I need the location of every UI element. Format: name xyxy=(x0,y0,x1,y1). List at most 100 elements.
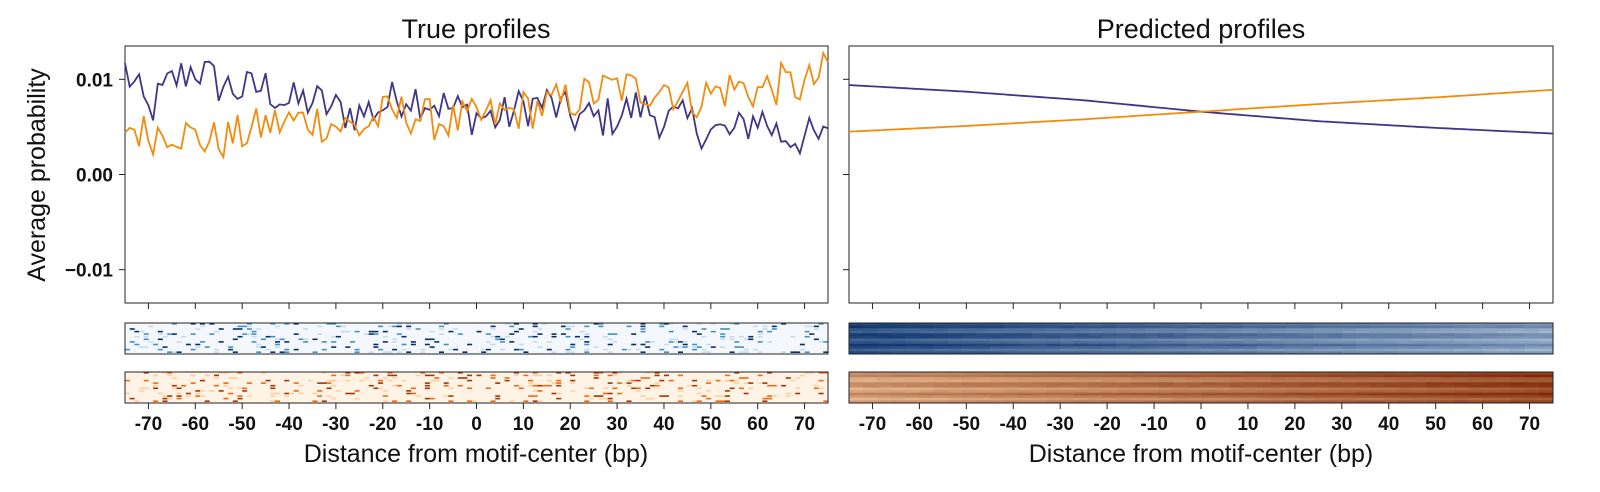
heatmap-cell xyxy=(1060,395,1075,399)
heatmap-cell xyxy=(919,346,934,350)
heatmap-cell xyxy=(603,392,608,395)
heatmap-cell xyxy=(448,400,454,402)
heatmap-cell xyxy=(678,390,683,392)
heatmap-cell xyxy=(1313,379,1329,383)
heatmap-cell xyxy=(975,338,991,342)
heatmap-cell xyxy=(891,392,906,396)
heatmap-cell xyxy=(410,387,416,390)
heatmap-cell xyxy=(933,338,948,342)
heatmap-cell xyxy=(1116,351,1131,355)
heatmap-cell xyxy=(1454,325,1469,329)
heatmap-cell xyxy=(1243,395,1258,399)
heatmap-cell xyxy=(790,379,796,382)
heatmap-cell xyxy=(1158,382,1174,386)
heatmap-cell xyxy=(818,387,824,390)
heatmap-cell xyxy=(167,374,173,377)
heatmap-cell xyxy=(1158,392,1174,396)
heatmap-cell xyxy=(1327,343,1343,347)
heatmap-cell xyxy=(863,390,878,393)
heatmap-cell xyxy=(1313,384,1329,388)
heatmap-cell xyxy=(556,382,562,384)
heatmap-cell xyxy=(877,330,892,334)
heatmap-cell xyxy=(439,351,444,353)
heatmap-cell xyxy=(584,400,590,402)
heatmap-cell xyxy=(849,397,864,401)
heatmap-cell xyxy=(200,379,205,382)
heatmap-cell xyxy=(1130,372,1146,375)
heatmap-cell xyxy=(1158,387,1174,391)
heatmap-cell xyxy=(1032,387,1047,391)
heatmap-cell xyxy=(1271,387,1286,391)
heatmap-cell xyxy=(462,351,468,353)
heatmap-cell xyxy=(209,333,215,335)
heatmap-cell xyxy=(905,328,920,332)
heatmap-cell xyxy=(823,372,829,374)
heatmap-cell xyxy=(933,397,948,401)
heatmap-cell xyxy=(495,395,501,397)
heatmap-cell xyxy=(1454,390,1469,393)
heatmap-cell xyxy=(232,328,238,330)
heatmap-cell xyxy=(1440,377,1455,381)
heatmap-cell xyxy=(863,323,878,326)
heatmap-cell xyxy=(720,346,726,348)
heatmap-cell xyxy=(537,328,543,330)
heatmap-cell xyxy=(1243,335,1258,339)
heatmap-cell xyxy=(499,348,505,351)
heatmap-cell xyxy=(905,390,920,393)
heatmap-cell xyxy=(989,330,1005,334)
heatmap-cell xyxy=(1032,348,1047,352)
heatmap-cell xyxy=(933,348,948,352)
heatmap-cell xyxy=(1355,346,1371,350)
heatmap-cell xyxy=(863,382,878,386)
heatmap-cell xyxy=(1482,397,1498,401)
heatmap-cell xyxy=(645,397,651,400)
heatmap-cell xyxy=(1355,374,1371,378)
heatmap-cell xyxy=(284,341,290,343)
heatmap-cell xyxy=(1398,379,1413,383)
heatmap-cell xyxy=(1355,390,1371,393)
heatmap-cell xyxy=(649,341,655,343)
heatmap-cell xyxy=(331,384,337,387)
heatmap-cell xyxy=(706,343,712,346)
heatmap-cell xyxy=(1510,400,1526,404)
heatmap-cell xyxy=(1088,348,1103,352)
heatmap-cell xyxy=(387,325,393,328)
heatmap-cell xyxy=(961,333,977,337)
heatmap-cell xyxy=(1299,333,1315,337)
heatmap-cell xyxy=(1370,348,1385,352)
heatmap-cell xyxy=(453,328,459,330)
heatmap-cell xyxy=(514,374,519,377)
heatmap-cell xyxy=(1144,400,1160,404)
heatmap-cell xyxy=(1341,343,1357,347)
heatmap-cell xyxy=(1060,392,1075,396)
heatmap-cell xyxy=(1440,346,1455,350)
heatmap-cell xyxy=(1186,379,1202,383)
heatmap-cell xyxy=(1468,374,1483,378)
heatmap-cell xyxy=(1510,341,1526,344)
heatmap-cell xyxy=(584,348,590,351)
heatmap-cell xyxy=(1510,384,1526,388)
heatmap-cell xyxy=(1370,379,1385,383)
heatmap-cell xyxy=(664,351,669,353)
y-tick-label: −0.01 xyxy=(65,261,114,282)
heatmap-cell xyxy=(626,325,632,328)
heatmap-cell xyxy=(396,351,402,353)
heatmap-cell xyxy=(668,341,674,343)
heatmap-cell xyxy=(1215,325,1230,329)
heatmap-cell xyxy=(1229,341,1244,344)
heatmap-cell xyxy=(1299,338,1315,342)
heatmap-cell xyxy=(1215,377,1230,381)
heatmap-cell xyxy=(392,384,398,387)
heatmap-cell xyxy=(504,377,510,379)
heatmap-cell xyxy=(1341,397,1357,401)
heatmap-cell xyxy=(1355,379,1371,383)
heatmap-cell xyxy=(1243,346,1258,350)
heatmap-cell xyxy=(125,392,130,395)
heatmap-cell xyxy=(743,348,749,351)
heatmap-cell xyxy=(1524,338,1540,342)
heatmap-cell xyxy=(1130,351,1146,355)
heatmap-cell xyxy=(734,379,740,382)
heatmap-cell xyxy=(1130,392,1146,396)
heatmap-cell xyxy=(739,346,744,348)
heatmap-cell xyxy=(307,379,313,382)
